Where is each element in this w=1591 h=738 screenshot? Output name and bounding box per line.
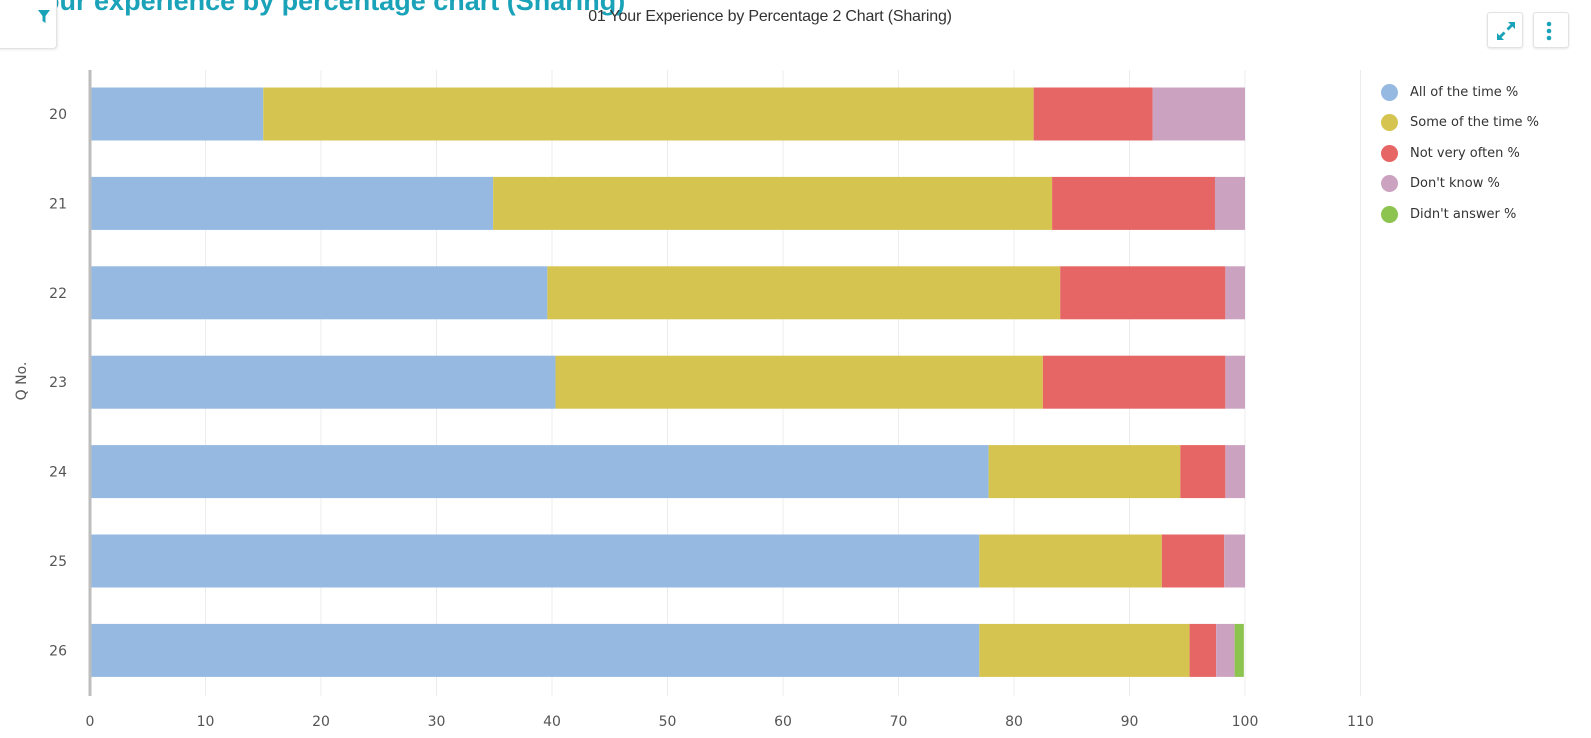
bar-segment[interactable]: [90, 87, 264, 141]
bar-segment[interactable]: [1180, 445, 1226, 499]
page-heading: 01 Your experience by percentage chart (…: [0, 0, 626, 16]
x-tick-label: 100: [1232, 714, 1259, 730]
legend-label: Some of the time %: [1410, 115, 1539, 131]
menu-button[interactable]: [1533, 12, 1569, 48]
bar-segment[interactable]: [1225, 266, 1245, 320]
bar-segment[interactable]: [90, 623, 980, 677]
x-tick-label: 50: [659, 714, 677, 730]
bar-segment[interactable]: [547, 266, 1061, 320]
bar-segment[interactable]: [979, 534, 1162, 588]
y-axis-title: Q No.: [14, 362, 30, 401]
x-tick-label: 40: [543, 714, 561, 730]
bar-segment[interactable]: [988, 445, 1181, 499]
y-tick-label: 20: [49, 107, 67, 123]
x-tick-label: 60: [774, 714, 792, 730]
x-tick-label: 0: [86, 714, 95, 730]
bar-segment[interactable]: [979, 623, 1190, 677]
x-tick-label: 90: [1121, 714, 1139, 730]
legend-item[interactable]: Not very often %: [1381, 138, 1539, 169]
legend-item[interactable]: Don't know %: [1381, 169, 1539, 200]
bar-segment[interactable]: [90, 355, 556, 409]
bar-segment[interactable]: [1161, 534, 1225, 588]
filter-button[interactable]: [0, 0, 57, 49]
expand-button[interactable]: [1487, 12, 1523, 48]
bar-segment[interactable]: [90, 266, 548, 320]
chart-title: 01 Your Experience by Percentage 2 Chart…: [588, 8, 952, 25]
x-tick-label: 110: [1347, 714, 1374, 730]
legend-swatch: [1381, 83, 1398, 101]
legend-swatch: [1381, 144, 1398, 162]
bar-segment[interactable]: [1042, 355, 1226, 409]
y-tick-label: 23: [49, 375, 67, 391]
funnel-icon: [38, 10, 50, 23]
x-tick-label: 20: [312, 714, 330, 730]
y-tick-label: 24: [49, 465, 67, 481]
y-tick-label: 26: [49, 643, 67, 659]
bar-segment[interactable]: [1234, 623, 1244, 677]
legend-item[interactable]: All of the time %: [1381, 77, 1539, 108]
x-tick-label: 30: [428, 714, 446, 730]
bar-segment[interactable]: [555, 355, 1043, 409]
legend-swatch: [1381, 114, 1398, 132]
y-tick-label: 22: [49, 286, 67, 302]
vertical-dots-icon: [1546, 21, 1552, 41]
bar-segment[interactable]: [1060, 266, 1226, 320]
chart-legend: All of the time % Some of the time % Not v…: [1381, 77, 1539, 230]
y-tick-label: 21: [49, 196, 67, 212]
bar-segment[interactable]: [1189, 623, 1217, 677]
legend-label: All of the time %: [1410, 84, 1519, 100]
bar-segment[interactable]: [1216, 623, 1235, 677]
legend-swatch: [1381, 175, 1398, 193]
bar-segment[interactable]: [1152, 87, 1245, 141]
bar-segment[interactable]: [1225, 355, 1245, 409]
chart-plot: 20 21 22 23 24 25 26 0 10 20 30 40 50 60 70 80 90 100 110…: [14, 70, 1374, 730]
x-tick-label: 70: [890, 714, 908, 730]
bar-segment[interactable]: [493, 176, 1053, 230]
legend-item[interactable]: Didn't answer %: [1381, 199, 1539, 230]
legend-item[interactable]: Some of the time %: [1381, 108, 1539, 139]
bar-segment[interactable]: [1033, 87, 1153, 141]
x-tick-label: 10: [197, 714, 215, 730]
y-tick-label: 25: [49, 554, 67, 570]
x-tick-label: 80: [1005, 714, 1023, 730]
bar-segment[interactable]: [1224, 534, 1245, 588]
expand-icon: [1497, 22, 1515, 40]
bar-segment[interactable]: [90, 176, 494, 230]
legend-swatch: [1381, 205, 1398, 223]
legend-label: Don't know %: [1410, 176, 1500, 192]
bar-segment[interactable]: [263, 87, 1034, 141]
bar-segment[interactable]: [1052, 176, 1215, 230]
legend-label: Not very often %: [1410, 145, 1520, 161]
bar-segment[interactable]: [1225, 445, 1245, 499]
bar-segment[interactable]: [90, 534, 980, 588]
bar-segment[interactable]: [1214, 176, 1245, 230]
legend-label: Didn't answer %: [1410, 206, 1517, 222]
bar-segment[interactable]: [90, 445, 989, 499]
